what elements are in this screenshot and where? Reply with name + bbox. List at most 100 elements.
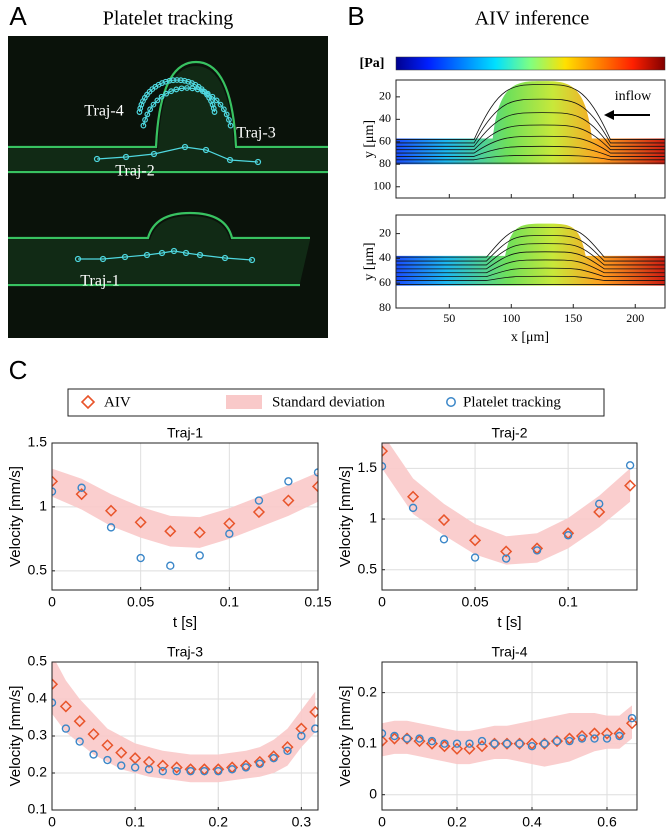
x-tick-label: 0.15 bbox=[304, 594, 331, 610]
tracking-marker bbox=[158, 766, 168, 776]
tracking-marker bbox=[106, 523, 116, 532]
panel-label: A bbox=[9, 1, 27, 31]
aiv-marker bbox=[193, 526, 206, 539]
trajectory-point bbox=[211, 109, 218, 115]
y-tick-label: 1 bbox=[369, 510, 377, 526]
aiv-marker bbox=[407, 490, 420, 503]
tracking-marker bbox=[590, 734, 599, 743]
aiv-marker bbox=[311, 480, 318, 493]
aiv-marker bbox=[469, 534, 482, 547]
legend-box bbox=[67, 388, 605, 417]
tracking-marker bbox=[515, 739, 524, 748]
panel-label: C bbox=[9, 355, 28, 385]
legend-marker bbox=[226, 395, 262, 409]
y-tick-label: 100 bbox=[373, 179, 391, 193]
x-tick-label: 0.2 bbox=[209, 814, 229, 830]
tracking-marker bbox=[627, 713, 637, 723]
trajectory-point bbox=[174, 77, 180, 83]
tracking-marker bbox=[172, 766, 181, 776]
y-tick-label: 0.3 bbox=[28, 727, 48, 743]
tracking-marker bbox=[200, 766, 209, 776]
streamline bbox=[396, 226, 665, 258]
aiv-marker bbox=[450, 742, 464, 755]
tracking-marker bbox=[402, 734, 412, 743]
micrograph bbox=[8, 36, 328, 338]
legend-label: Standard deviation bbox=[272, 394, 385, 410]
aiv-marker bbox=[295, 722, 308, 735]
aiv-marker bbox=[309, 705, 318, 719]
aiv-marker bbox=[463, 742, 476, 755]
x-tick-label: 0.2 bbox=[447, 814, 467, 830]
micrograph-overlay bbox=[8, 60, 328, 287]
plot-frame bbox=[395, 79, 666, 199]
aiv-marker bbox=[134, 516, 147, 529]
aiv-marker bbox=[382, 735, 389, 748]
trajectory-point bbox=[178, 85, 185, 92]
aiv-marker bbox=[142, 755, 156, 768]
colorbar bbox=[395, 56, 666, 71]
tracking-marker bbox=[297, 731, 306, 741]
trajectory-point bbox=[182, 249, 190, 257]
trajectory-point bbox=[177, 77, 184, 84]
annotation: inflow bbox=[615, 89, 652, 104]
tracking-marker bbox=[52, 698, 57, 707]
trajectory-point bbox=[184, 85, 190, 91]
y-tick-label: 80 bbox=[379, 156, 391, 170]
aiv-marker bbox=[129, 752, 142, 765]
y-tick-label: 0.1 bbox=[358, 734, 378, 750]
tracking-marker bbox=[186, 766, 195, 776]
trajectory-point bbox=[226, 116, 232, 123]
x-axis-label: t [s] bbox=[173, 614, 197, 631]
y-axis-label: Velocity [mm/s] bbox=[337, 686, 354, 787]
x-axis-label: t [s] bbox=[173, 834, 197, 836]
x-axis-label: t [s] bbox=[497, 614, 521, 631]
aiv-marker bbox=[223, 517, 236, 530]
trajectory-point bbox=[254, 158, 262, 166]
trajectory-point bbox=[223, 111, 230, 118]
plot-frame bbox=[51, 442, 319, 591]
legend-label: Platelet tracking bbox=[463, 394, 561, 410]
tracking-marker bbox=[439, 535, 449, 544]
aiv-marker bbox=[625, 717, 637, 730]
channel-wall bbox=[8, 60, 328, 149]
aiv-marker bbox=[281, 741, 294, 754]
tracking-marker bbox=[117, 761, 126, 770]
tracking-marker bbox=[241, 763, 251, 772]
std-band bbox=[52, 468, 318, 548]
x-tick-label: 0.4 bbox=[522, 814, 542, 830]
aiv-marker bbox=[164, 525, 177, 538]
y-tick-label: 60 bbox=[379, 134, 391, 148]
aiv-marker bbox=[382, 445, 389, 458]
trajectory-point bbox=[122, 153, 130, 161]
aiv-marker bbox=[593, 505, 606, 518]
panel-title: Platelet tracking bbox=[103, 8, 234, 30]
plot-frame bbox=[395, 214, 666, 309]
trajectory-point bbox=[93, 155, 101, 163]
colorbar-label: [Pa] bbox=[360, 56, 385, 71]
streamline bbox=[396, 124, 665, 151]
tracking-marker bbox=[227, 765, 237, 774]
trajectory-point bbox=[217, 101, 224, 108]
tracking-marker bbox=[552, 736, 562, 746]
trajectory-point bbox=[170, 247, 178, 255]
aiv-marker bbox=[588, 727, 601, 740]
trajectory-point bbox=[158, 249, 166, 257]
y-tick-label: 1.5 bbox=[358, 459, 378, 475]
trajectory-point bbox=[121, 253, 129, 261]
legend-marker bbox=[80, 394, 96, 410]
tracking-marker bbox=[382, 729, 387, 738]
y-tick-label: 1 bbox=[39, 498, 47, 514]
trajectory-point bbox=[181, 77, 188, 84]
aiv-marker bbox=[101, 739, 114, 752]
trajectory-point bbox=[202, 146, 210, 154]
y-tick-label: 1.5 bbox=[28, 434, 48, 450]
streamline bbox=[396, 243, 665, 266]
arrow-head bbox=[604, 110, 614, 120]
tracking-marker bbox=[490, 739, 499, 748]
y-tick-label: 0.2 bbox=[28, 764, 48, 780]
tracking-marker bbox=[136, 553, 145, 563]
y-axis-label: y [μm] bbox=[362, 242, 377, 280]
plot-data bbox=[382, 705, 637, 767]
tracking-marker bbox=[166, 561, 175, 570]
tracking-marker bbox=[465, 739, 474, 748]
